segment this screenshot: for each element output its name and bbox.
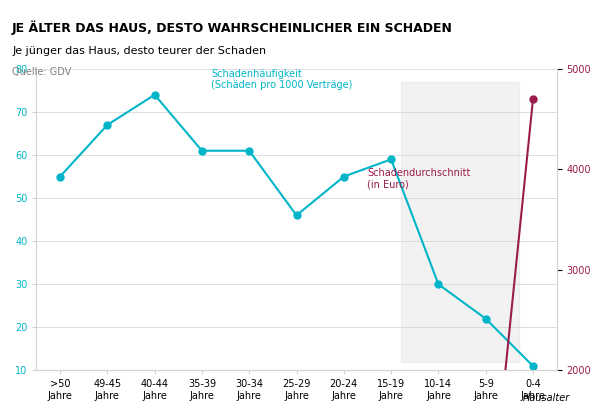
Text: Schadenhäufigkeit
(Schäden pro 1000 Verträge): Schadenhäufigkeit (Schäden pro 1000 Vert… (211, 69, 353, 90)
Text: Je jünger das Haus, desto teurer der Schaden: Je jünger das Haus, desto teurer der Sch… (12, 46, 266, 56)
Text: Quelle: GDV: Quelle: GDV (12, 67, 72, 77)
Bar (0, 369, 2, 404)
Bar (4, 374, 6, 404)
Polygon shape (4, 362, 6, 374)
Text: Schadendurchschnitt
(in Euro): Schadendurchschnitt (in Euro) (367, 168, 471, 190)
Text: Hausalter: Hausalter (522, 393, 570, 403)
Polygon shape (0, 359, 2, 369)
Bar (401, 82, 519, 362)
Text: JE ÄLTER DAS HAUS, DESTO WAHRSCHEINLICHER EIN SCHADEN: JE ÄLTER DAS HAUS, DESTO WAHRSCHEINLICHE… (12, 21, 453, 35)
